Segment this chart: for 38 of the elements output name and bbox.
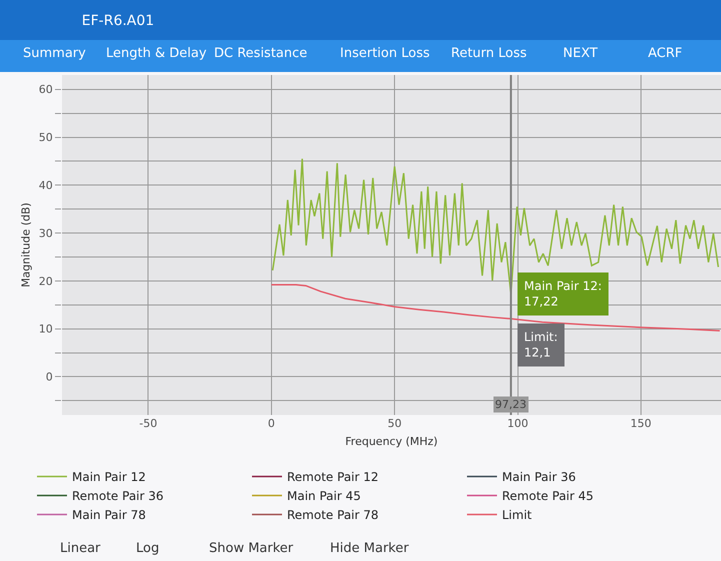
text: Log <box>136 541 160 556</box>
legend-label: Limit <box>502 508 532 522</box>
text: DC Resistance <box>214 46 308 61</box>
legend-label: Remote Pair 36 <box>72 489 164 504</box>
y-tick-label: 30 <box>38 226 53 240</box>
x-tick-label: 100 <box>507 417 528 430</box>
y-tick-label: 20 <box>38 274 53 288</box>
y-tick-label: 40 <box>38 178 53 192</box>
y-tick-label: 0 <box>46 370 53 384</box>
legend-label: Main Pair 45 <box>287 489 361 504</box>
text: Linear <box>60 541 102 556</box>
legend-label: Remote Pair 78 <box>287 508 379 522</box>
text: Insertion Loss <box>340 46 430 61</box>
text: NEXT <box>563 46 598 61</box>
x-tick-label: 50 <box>388 417 402 430</box>
y-tick-label: 50 <box>38 131 53 144</box>
y-axis-title: Magnitude (dB) <box>19 202 32 288</box>
x-axis-title: Frequency (MHz) <box>345 435 438 448</box>
x-tick-label: 150 <box>630 417 652 430</box>
x-tick-label: 0 <box>268 417 275 430</box>
text: ACRF <box>648 46 682 61</box>
x-tick-label: -50 <box>139 417 158 430</box>
legend-label: Main Pair 36 <box>502 470 576 484</box>
chart-title: EF-R6.A01 <box>82 12 154 29</box>
y-tick-label: 60 <box>38 83 53 96</box>
text: Show Marker <box>209 541 294 556</box>
annotation: Limit: 12,1 <box>524 330 558 360</box>
legend-label: Main Pair 78 <box>72 508 146 522</box>
text: Length & Delay <box>106 46 207 61</box>
ref-line-label: 97,23 <box>495 398 526 411</box>
text: Summary <box>23 46 86 61</box>
text: Hide Marker <box>330 541 410 556</box>
legend-label: Remote Pair 12 <box>287 470 379 484</box>
legend-label: Remote Pair 45 <box>502 489 594 504</box>
text: Return Loss <box>451 46 528 61</box>
y-tick-label: 10 <box>38 322 53 336</box>
legend-label: Main Pair 12 <box>72 470 146 484</box>
annotation: Main Pair 12: 17,22 <box>524 279 602 309</box>
